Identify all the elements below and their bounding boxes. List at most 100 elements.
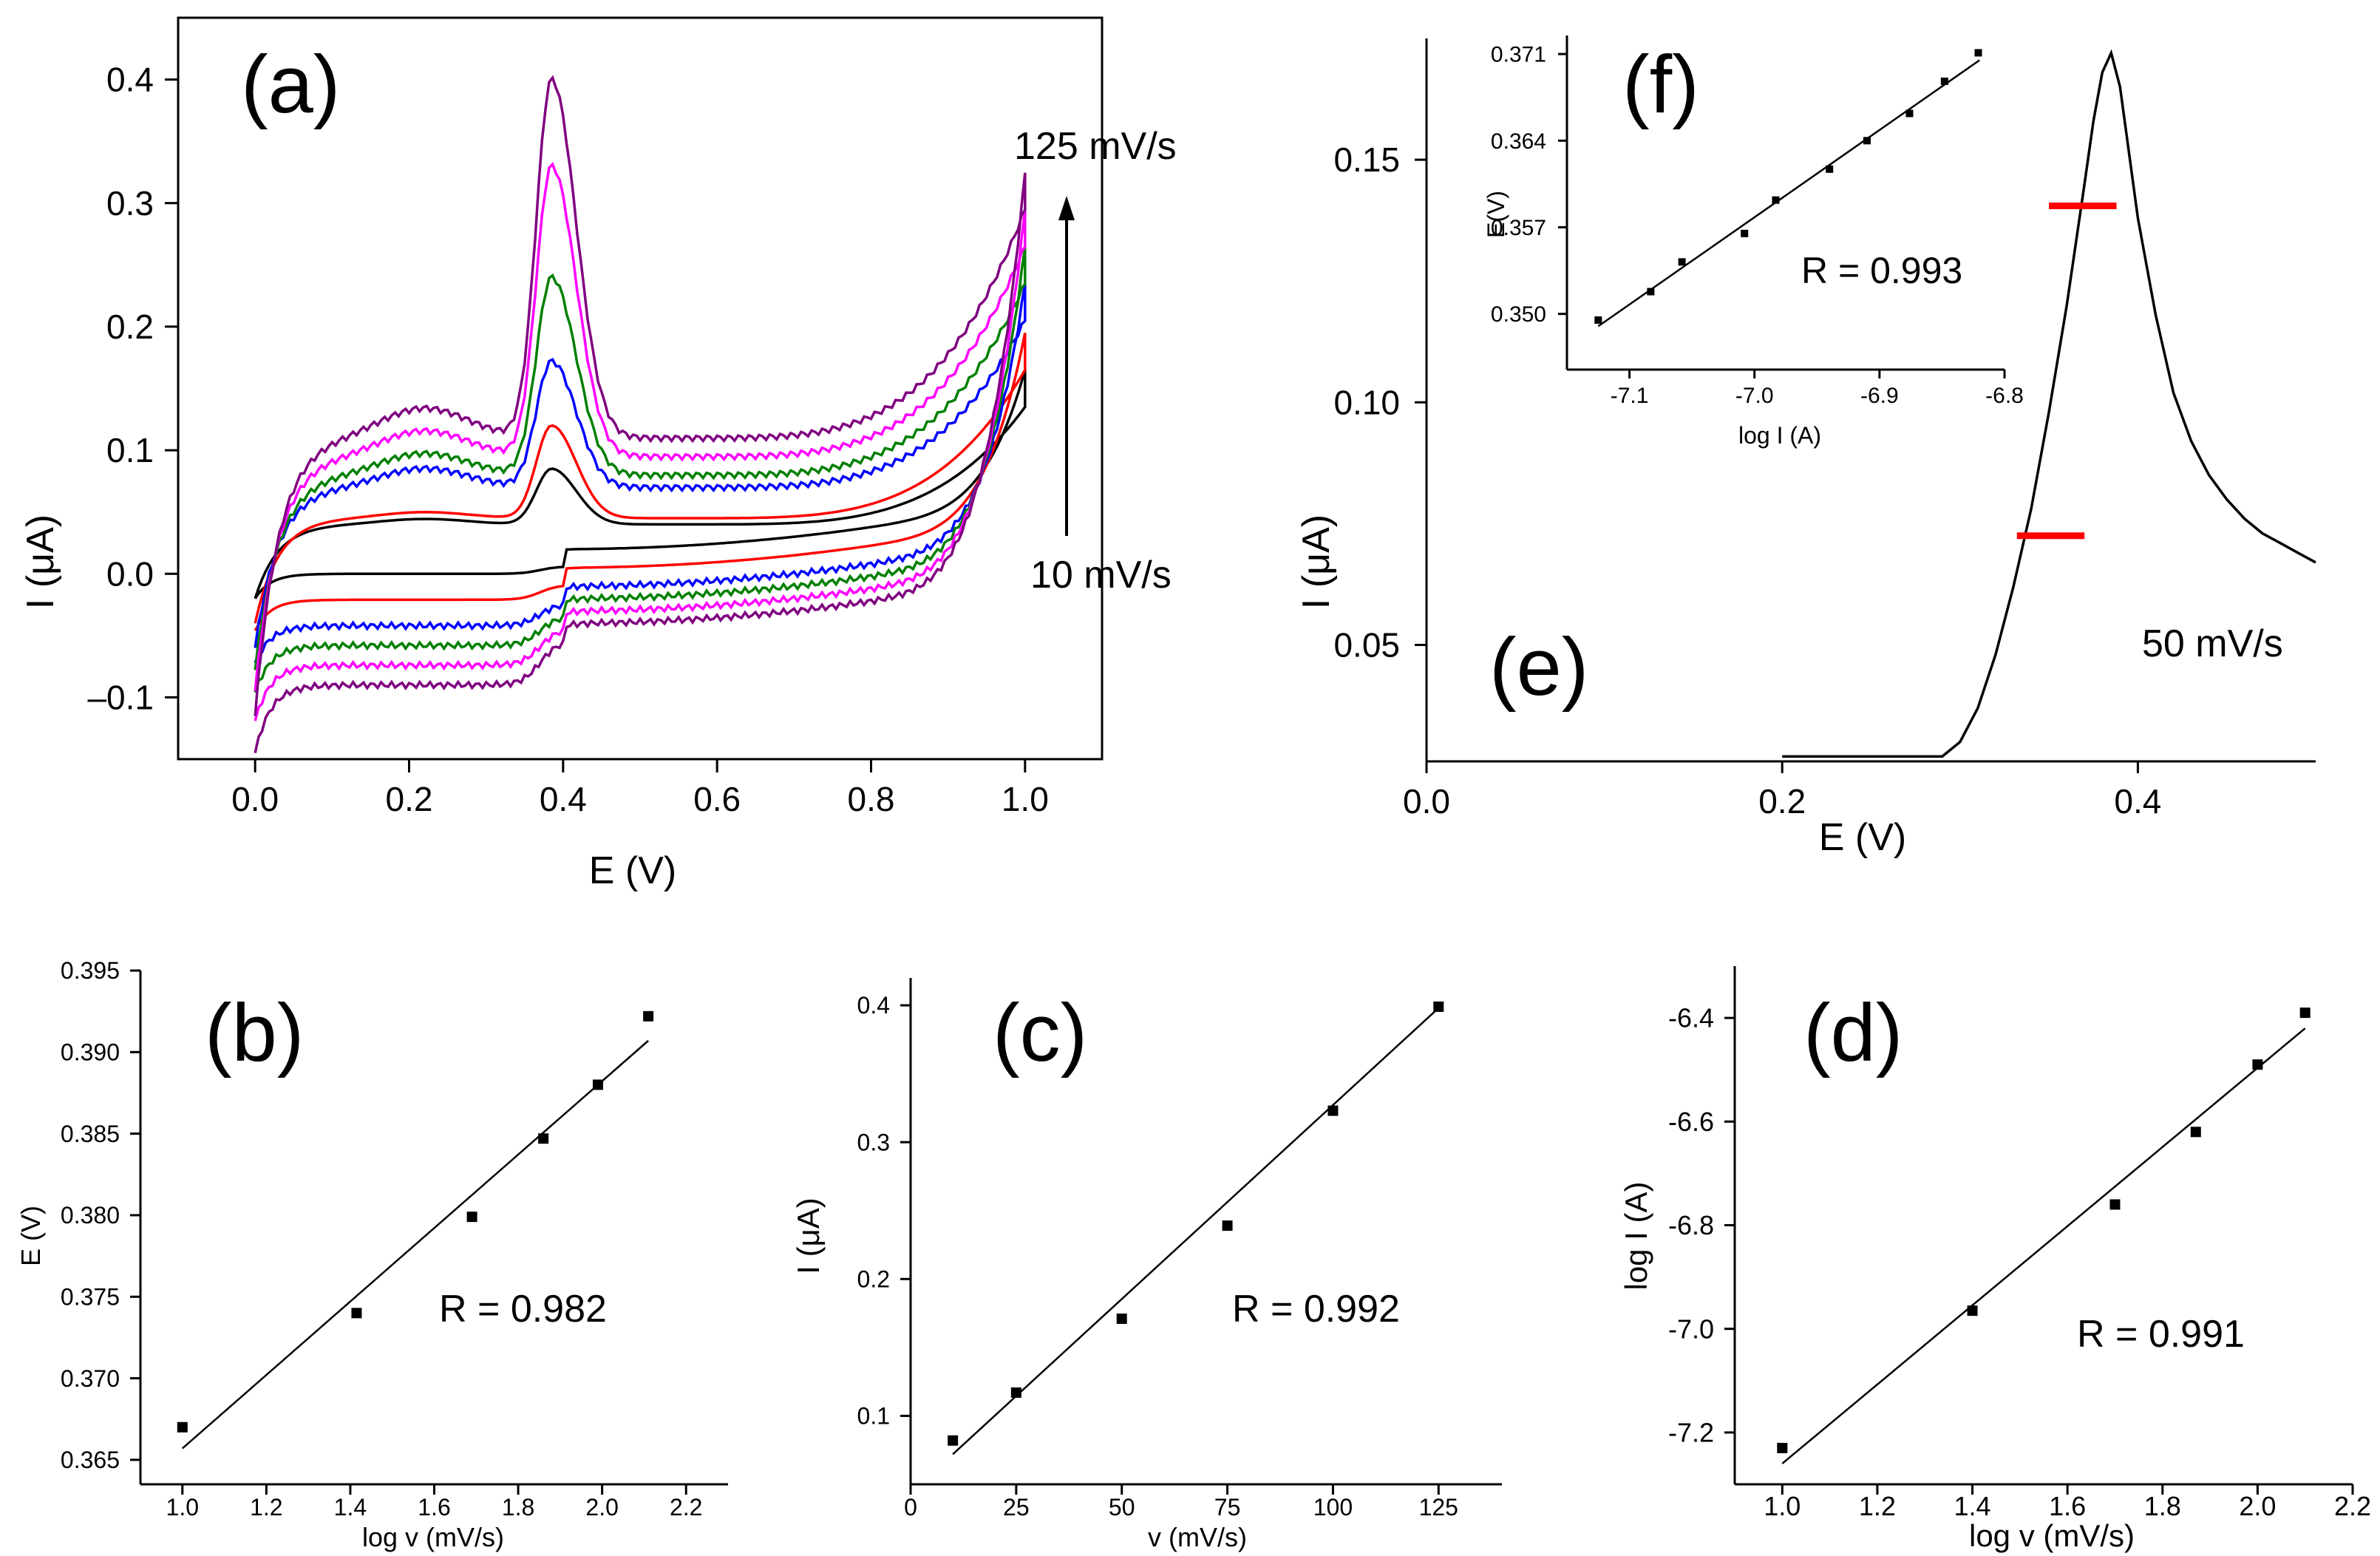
panel-b-letter: (b) [205,988,304,1078]
y-tick-label: 0.15 [1333,140,1400,179]
x-tick-label: -7.0 [1735,384,1774,408]
y-tick-label: 0.357 [1491,216,1546,240]
y-tick-label: 0.3 [857,1129,890,1155]
y-tick-label: 0.2 [857,1265,890,1292]
cv-curve-125-mvs [254,75,1027,753]
panel-b: 1.0 1.2 1.4 1.6 1.8 2.0 2.2 0.365 0.370 0.375 0.38… [16,957,728,1552]
panel-d: 1.0 1.2 1.4 1.6 1.8 2.0 2.2 -7.2 -7.0 -6.8 -6.6 -6.… [1619,966,2371,1553]
x-tick-label: 2.2 [2334,1491,2371,1521]
y-tick-label: -6.4 [1668,1003,1714,1033]
panel-e: 0.0 0.2 0.40.050.100.15 (e) 50 mV/s E (V) … [1295,38,2316,859]
panel-c-marks [948,1001,1444,1455]
data-point [1967,1305,1978,1317]
x-tick-label: 1.0 [1002,780,1049,818]
panel-a-letter: (a) [241,39,340,130]
x-tick-label: 0 [904,1494,917,1521]
y-tick-label: -7.0 [1668,1314,1714,1344]
x-tick-label: 0.4 [540,780,587,818]
fit-line [952,1007,1440,1455]
x-tick-label: 0.6 [693,780,741,818]
y-tick-label: 0.1 [857,1403,890,1430]
lsv-curve [1782,49,2316,758]
data-point [2190,1127,2201,1138]
panel-a-ylabel: I (μA) [19,514,62,609]
x-tick-label: 75 [1214,1494,1241,1521]
cv-curve-75-mvs [254,246,1027,693]
x-tick-label: 0.0 [231,780,279,818]
panel-f-xlabel: log I (A) [1738,422,1821,449]
y-tick-label: 0.10 [1333,383,1400,421]
x-tick-label: 25 [1003,1494,1030,1521]
panel-a-high-rate-label: 125 mV/s [1014,125,1177,168]
x-tick-label: 1.2 [250,1494,282,1521]
x-tick-label: 0.0 [1403,782,1450,821]
data-point [2299,1008,2311,1019]
data-point [643,1010,654,1022]
panel-a: 0.0 0.2 0.4 0.6 0.8 1.0 –0.1 0.0 0.1 0.2 0.3 0.4 (a… [19,16,1177,892]
x-tick-label: 1.0 [1764,1491,1801,1521]
x-tick-label: 2.0 [585,1494,618,1521]
panel-d-ticks: 1.0 1.2 1.4 1.6 1.8 2.0 2.2 -7.2 -7.0 -6.8 -6.6 -6.… [1668,1003,2371,1521]
panel-a-curves [254,75,1027,753]
panel-e-curves [1782,49,2316,758]
data-point [1772,196,1780,204]
x-tick-label: -6.8 [1985,384,2024,408]
x-tick-label: 0.4 [2114,782,2161,821]
y-tick-label: 0.2 [106,308,154,346]
x-tick-label: 0.2 [386,780,433,818]
panel-b-r-value: R = 0.982 [439,1288,607,1331]
x-tick-label: 1.2 [1859,1491,1896,1521]
y-tick-label: 0.4 [106,61,154,99]
panel-c-xlabel: v (mV/s) [1148,1522,1247,1552]
y-tick-label: 0.370 [61,1365,120,1392]
panel-c-r-value: R = 0.992 [1232,1288,1400,1331]
panel-d-marks [1777,1008,2311,1464]
fit-line [1781,1027,2306,1464]
panel-a-ticks: 0.0 0.2 0.4 0.6 0.8 1.0 –0.1 0.0 0.1 0.2 0.3 0.4 [87,61,1048,818]
x-tick-label: 1.0 [166,1494,199,1521]
panel-e-rate-label: 50 mV/s [2142,622,2283,665]
data-point [1905,109,1914,118]
cv-curve-10-mvs [254,369,1027,599]
panel-f-ylabel: E(V) [1483,191,1509,238]
data-point [1594,316,1602,325]
x-tick-label: 0.2 [1758,782,1806,821]
data-point [1678,258,1686,266]
panel-e-ylabel: I (μA) [1295,514,1338,609]
fit-line [181,1039,649,1450]
y-tick-label: –0.1 [87,679,154,717]
y-tick-label: 0.371 [1491,43,1546,67]
y-tick-label: 0.375 [61,1283,120,1310]
cv-curve-100-mvs [254,161,1027,721]
data-point [1010,1387,1021,1398]
fit-line [1597,59,1980,327]
y-tick-label: 0.365 [61,1447,120,1473]
data-point [1974,49,1982,57]
panel-d-letter: (d) [1803,988,1903,1078]
x-tick-label: 1.6 [2049,1491,2086,1521]
data-point [1777,1442,1788,1453]
panel-a-frame [177,16,1104,761]
panel-c-ylabel: I (μA) [791,1197,826,1274]
x-tick-label: 2.0 [2239,1491,2276,1521]
data-point [2109,1199,2121,1210]
panel-c-ticks: 0 25 50 75 100 125 0.1 0.2 0.3 0.4 [857,992,1458,1521]
x-tick-label: 1.8 [2144,1491,2181,1521]
data-point [1116,1313,1127,1324]
y-tick-label: 0.385 [61,1121,120,1147]
panel-d-r-value: R = 0.991 [2077,1313,2245,1356]
panel-c-letter: (c) [993,988,1087,1078]
data-point [1826,165,1834,173]
y-tick-label: 0.350 [1491,302,1546,327]
x-tick-label: 2.2 [670,1494,702,1521]
y-tick-label: 0.395 [61,957,120,984]
y-tick-label: 0.3 [106,184,154,222]
y-tick-label: 0.1 [106,431,154,469]
data-point [1647,288,1655,296]
data-point [1741,229,1749,237]
y-tick-label: -6.6 [1668,1107,1714,1137]
panel-b-ticks: 1.0 1.2 1.4 1.6 1.8 2.0 2.2 0.365 0.370 0.375 0.38… [61,957,703,1521]
panel-e-ticks: 0.0 0.2 0.4 0.05 0.10 0.15 [1333,140,2161,821]
data-point [592,1079,603,1090]
